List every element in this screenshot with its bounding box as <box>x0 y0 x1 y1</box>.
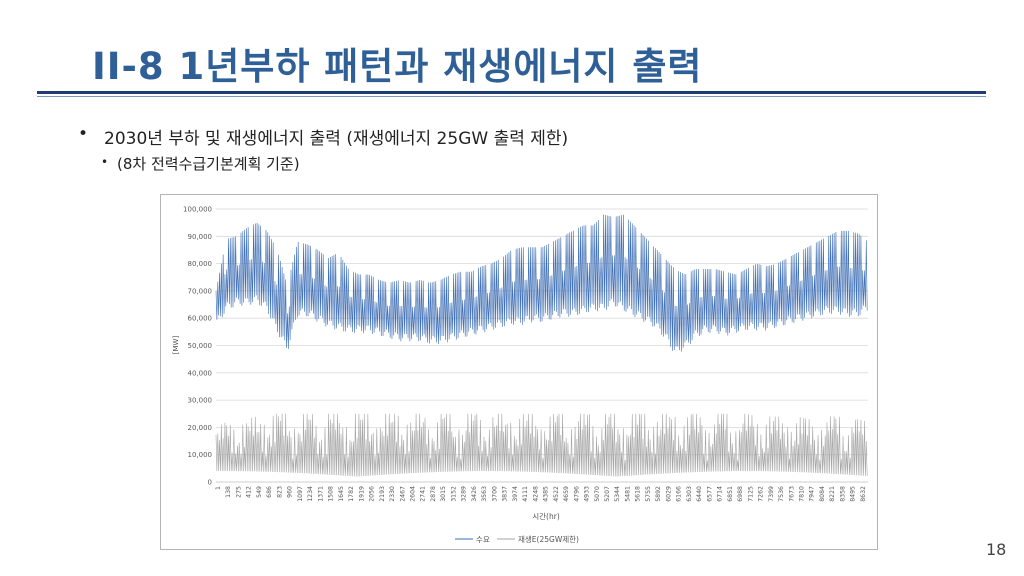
x-tick-label: 3152 <box>450 486 457 502</box>
x-tick-label: 4796 <box>573 486 580 502</box>
x-tick-label: 2193 <box>379 486 386 502</box>
x-tick-label: 3289 <box>461 486 468 502</box>
x-tick-label: 823 <box>276 486 283 498</box>
x-tick-label: 3974 <box>512 486 519 502</box>
x-tick-label: 2056 <box>369 486 376 502</box>
x-tick-label: 1097 <box>297 486 304 502</box>
x-tick-label: 3426 <box>471 486 478 502</box>
y-tick-label: 70,000 <box>188 287 213 295</box>
x-tick-label: 1919 <box>358 486 365 502</box>
x-tick-label: 6714 <box>717 486 724 502</box>
legend-label-demand: 수요 <box>476 535 490 544</box>
x-tick-label: 3563 <box>481 486 488 502</box>
x-tick-label: 7673 <box>788 486 795 502</box>
bullet-sub-marker: • <box>101 155 109 169</box>
x-tick-label: 1234 <box>307 486 314 502</box>
x-tick-label: 8358 <box>839 486 846 502</box>
x-tick-label: 4111 <box>522 486 529 502</box>
x-tick-label: 7262 <box>758 486 765 502</box>
x-tick-label: 4385 <box>543 486 550 502</box>
x-tick-label: 7536 <box>778 486 785 502</box>
y-tick-label: 50,000 <box>188 342 213 350</box>
x-tick-label: 6440 <box>696 486 703 502</box>
y-tick-label: 30,000 <box>188 397 213 405</box>
y-tick-label: 20,000 <box>188 424 213 432</box>
bullet-marker: • <box>78 124 89 144</box>
x-tick-label: 686 <box>266 486 273 498</box>
x-tick-label: 5344 <box>614 486 621 502</box>
x-tick-label: 7947 <box>809 486 816 502</box>
y-tick-label: 40,000 <box>188 369 213 377</box>
x-tick-label: 6303 <box>686 486 693 502</box>
x-tick-label: 1645 <box>338 486 345 502</box>
y-tick-label: 90,000 <box>188 233 213 241</box>
x-tick-label: 7810 <box>799 486 806 502</box>
x-tick-label: 8495 <box>850 486 857 502</box>
x-tick-label: 5070 <box>594 486 601 502</box>
x-tick-label: 2741 <box>420 486 427 502</box>
x-tick-label: 960 <box>287 486 294 498</box>
y-tick-label: 80,000 <box>188 260 213 268</box>
series-layer <box>215 214 868 477</box>
renewable-series-line <box>215 413 868 477</box>
x-tick-label: 5618 <box>635 486 642 502</box>
legend: 수요 재생E(25GW제한) <box>455 534 579 544</box>
x-tick-label: 3015 <box>440 486 447 502</box>
x-tick-label: 5755 <box>645 486 652 502</box>
x-tick-label: 6029 <box>665 486 672 502</box>
page-number: 18 <box>986 540 1007 559</box>
x-tick-label: 3700 <box>491 486 498 502</box>
x-tick-label: 549 <box>256 486 263 498</box>
y-tick-label: 0 <box>208 479 212 487</box>
y-axis-label: [MW] <box>172 336 180 355</box>
y-axis: 0 10,000 20,000 30,000 40,000 50,000 60,000 70,… <box>183 206 212 487</box>
bullet-main-text: 2030년 부하 및 재생에너지 출력 (재생에너지 25GW 출력 제한) <box>104 129 569 149</box>
load-renewable-chart: 0 10,000 20,000 30,000 40,000 50,000 60,000 70,… <box>172 206 868 544</box>
x-tick-label: 4248 <box>532 486 539 502</box>
y-tick-label: 100,000 <box>183 206 212 214</box>
x-tick-label: 4522 <box>553 486 560 502</box>
x-tick-label: 2878 <box>430 486 437 502</box>
x-tick-label: 138 <box>225 486 232 498</box>
demand-series-line <box>215 214 868 352</box>
x-tick-label: 7125 <box>747 486 754 502</box>
x-tick-label: 3837 <box>502 486 509 502</box>
x-tick-label: 5892 <box>655 486 662 502</box>
x-axis: 1 138 275 412 549 686 823 960 1097 1234 1371 1508 16… <box>215 486 867 502</box>
x-tick-label: 8084 <box>819 486 826 502</box>
bullet-sub-text: (8차 전력수급기본계획 기준) <box>117 155 300 173</box>
x-tick-label: 1782 <box>348 486 355 502</box>
x-tick-label: 1 <box>215 486 222 490</box>
x-tick-label: 2604 <box>410 486 417 502</box>
x-tick-label: 5207 <box>604 486 611 502</box>
chart-frame: 0 10,000 20,000 30,000 40,000 50,000 60,000 70,… <box>160 194 878 550</box>
x-tick-label: 4659 <box>563 486 570 502</box>
x-tick-label: 5481 <box>624 486 631 502</box>
x-tick-label: 6988 <box>737 486 744 502</box>
x-tick-label: 4933 <box>584 486 591 502</box>
x-tick-label: 412 <box>246 486 253 498</box>
legend-label-renewable: 재생E(25GW제한) <box>518 534 579 544</box>
slide-title: II-8 1년부하 패턴과 재생에너지 출력 <box>92 45 703 88</box>
x-tick-label: 7399 <box>768 486 775 502</box>
x-tick-label: 6851 <box>727 486 734 502</box>
title-underline <box>37 91 986 94</box>
x-axis-label: 시간(hr) <box>532 511 560 521</box>
x-tick-label: 8221 <box>829 486 836 502</box>
y-tick-label: 60,000 <box>188 315 213 323</box>
x-tick-label: 6166 <box>676 486 683 502</box>
x-tick-label: 275 <box>235 486 242 498</box>
x-tick-label: 8632 <box>860 486 867 502</box>
x-tick-label: 6577 <box>706 486 713 502</box>
x-tick-label: 2467 <box>399 486 406 502</box>
x-tick-label: 1508 <box>328 486 335 502</box>
x-tick-label: 2330 <box>389 486 396 502</box>
x-tick-label: 1371 <box>317 486 324 502</box>
title-underline-thin <box>37 96 986 97</box>
y-tick-label: 10,000 <box>188 451 213 459</box>
